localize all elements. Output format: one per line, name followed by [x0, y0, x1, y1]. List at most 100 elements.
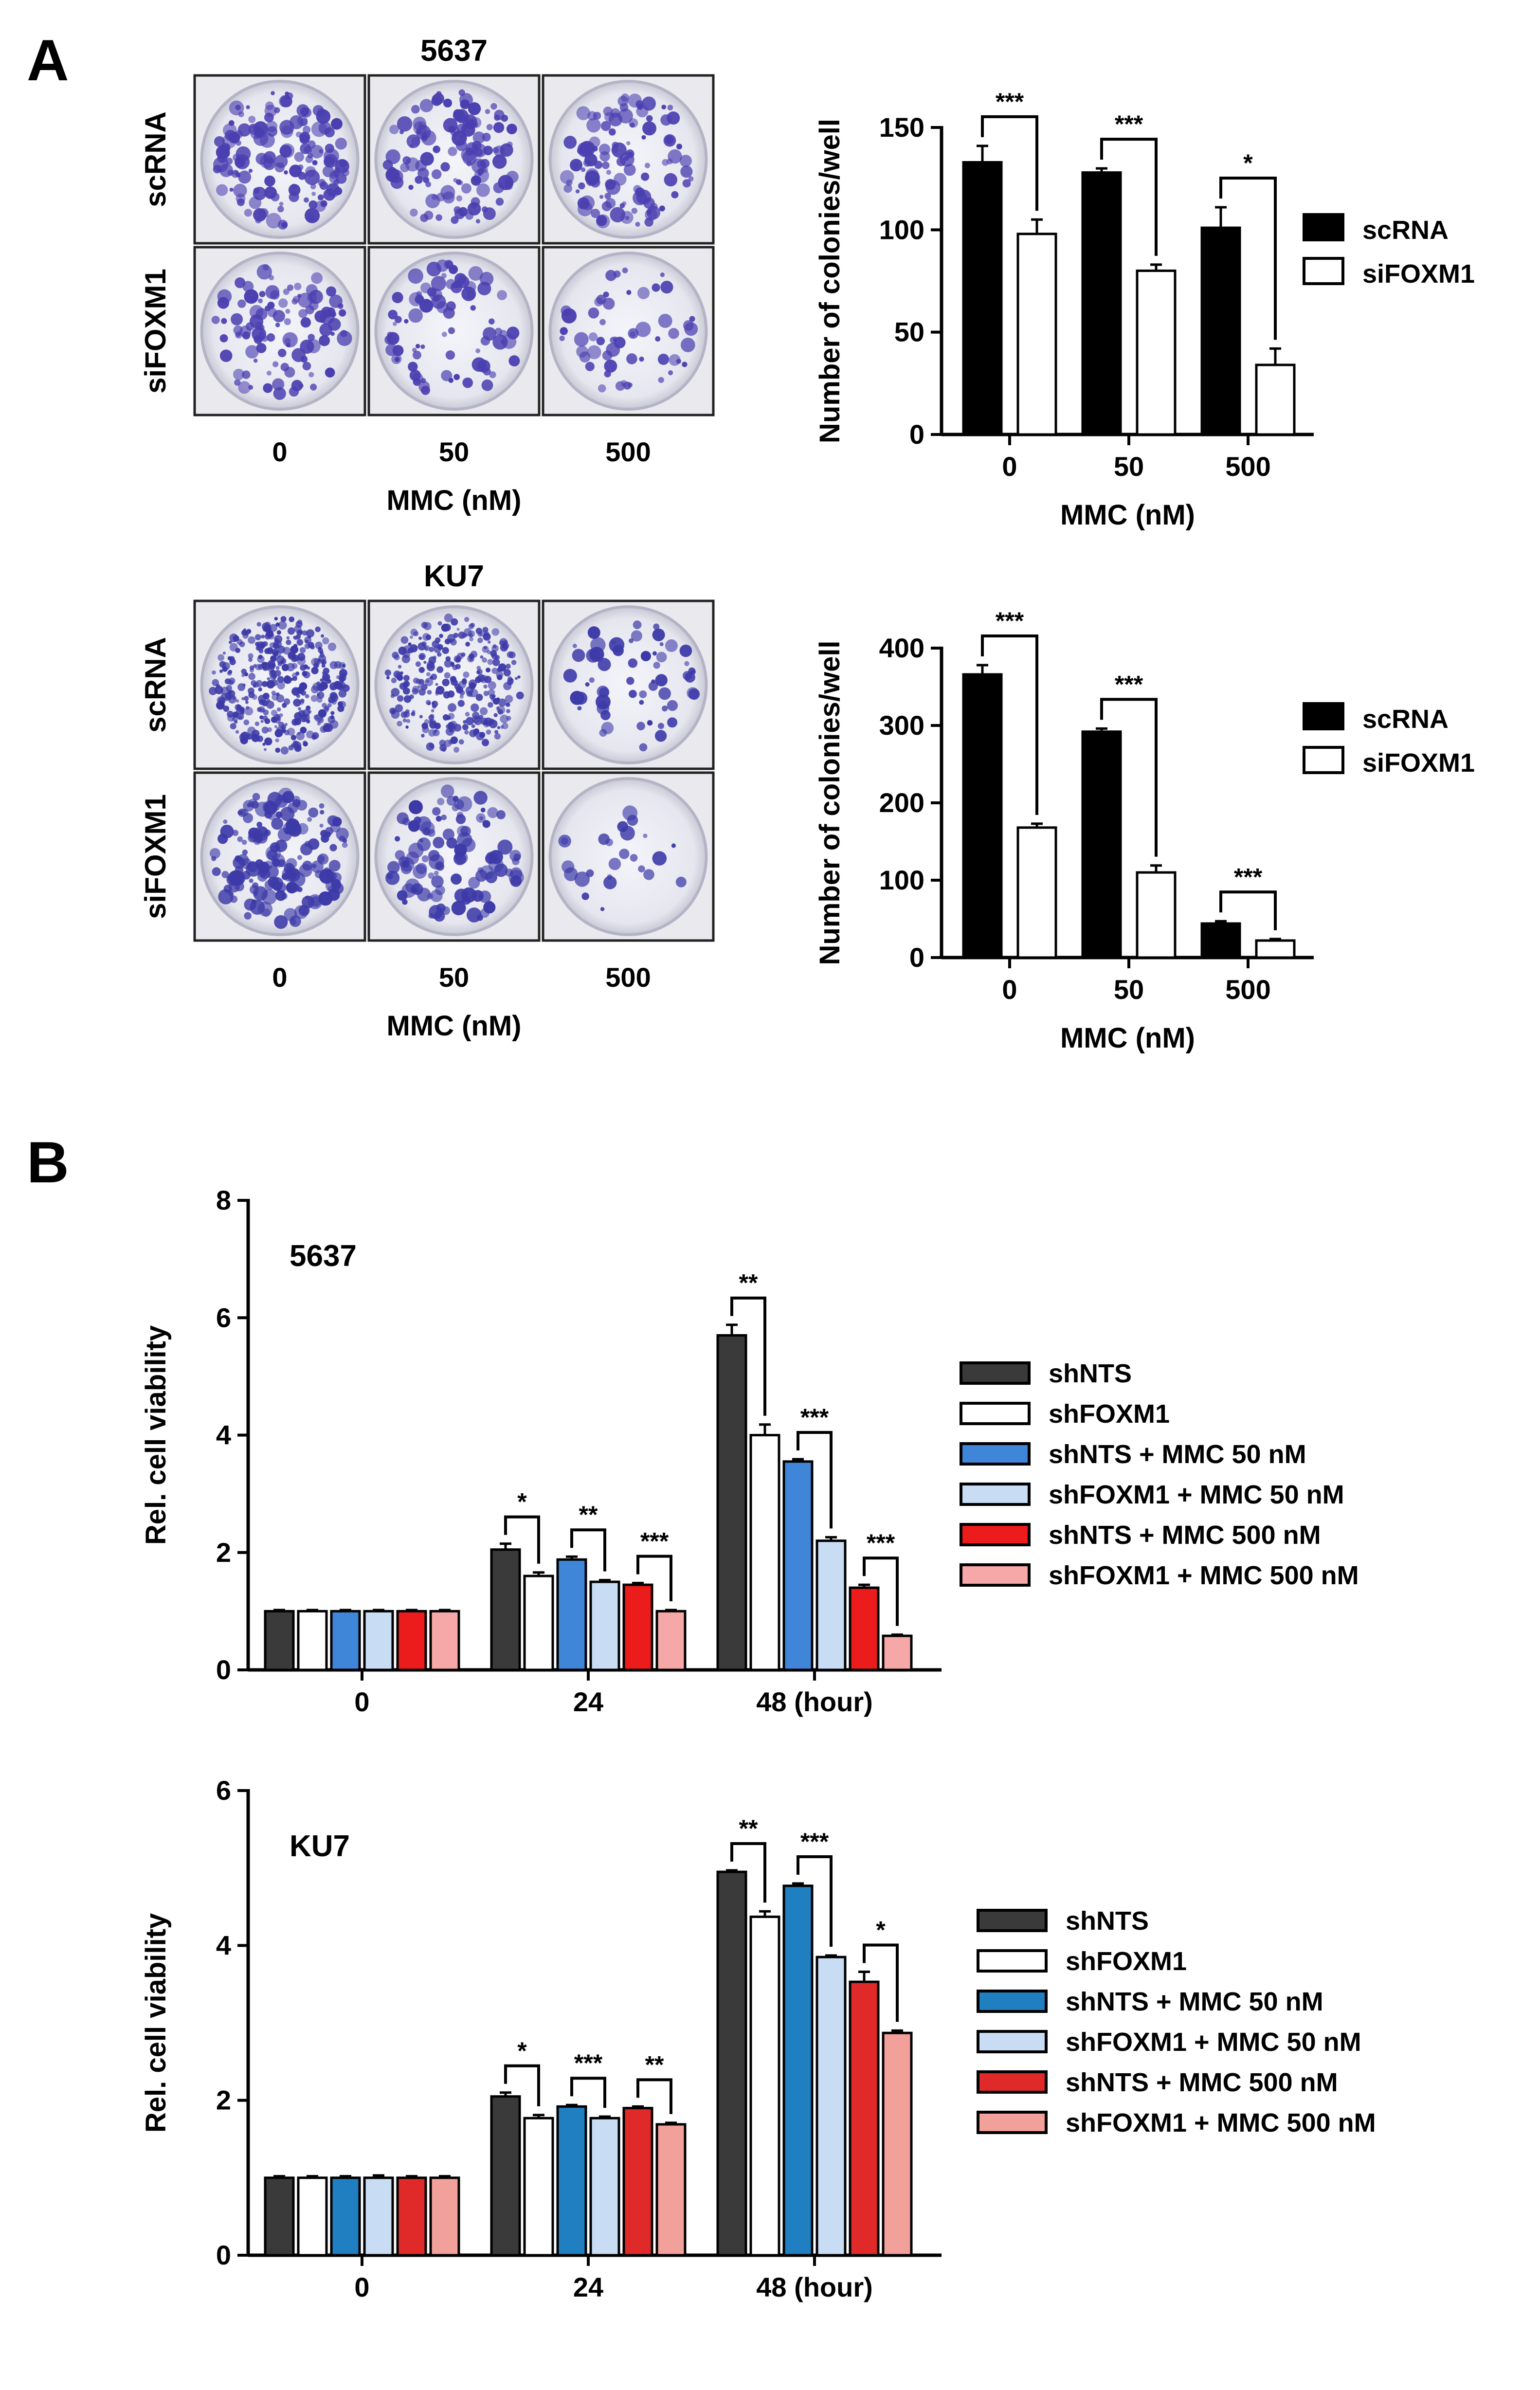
series-4	[396, 1970, 880, 2257]
colony-dot	[238, 170, 252, 184]
colony-dot	[297, 619, 303, 625]
colony-dot	[272, 378, 285, 391]
colony-dot	[662, 706, 668, 712]
colony-dot	[413, 677, 419, 684]
colony-plate	[542, 599, 715, 770]
colony-dot	[589, 136, 600, 148]
colony-dot	[217, 297, 230, 309]
bar	[815, 1955, 847, 2257]
colony-dot	[320, 310, 335, 325]
colony-dot	[516, 691, 524, 700]
colony-dot	[446, 837, 457, 849]
colony-dot	[483, 207, 496, 220]
bracket-line	[797, 1855, 833, 1947]
colony-dot	[484, 676, 492, 684]
colony-dot	[395, 704, 403, 712]
significance-bracket: **	[730, 1269, 766, 1416]
colony-dot	[248, 115, 256, 123]
colony-dot	[262, 622, 271, 631]
colony-dot	[690, 670, 696, 675]
bar	[330, 2176, 361, 2257]
colony-dot	[491, 628, 500, 636]
colony-dot	[598, 833, 610, 845]
colony-dot	[306, 339, 321, 353]
colony-dot	[321, 634, 325, 638]
colony-dot	[278, 722, 285, 728]
significance-bracket: **	[570, 1501, 606, 1572]
colony-dot	[444, 659, 452, 668]
bar	[749, 1915, 780, 2257]
colony-dot	[244, 631, 249, 636]
colony-dot	[461, 838, 476, 852]
colony-dot	[237, 716, 242, 720]
colony-dot	[432, 169, 442, 180]
colony-dot	[427, 829, 435, 837]
colony-dot	[440, 784, 454, 798]
colony-dot	[317, 194, 324, 201]
colony-dot	[458, 180, 463, 185]
colony-dot	[217, 654, 224, 661]
colony-dot	[243, 719, 250, 725]
y-tick-label: 0	[909, 942, 924, 973]
colony-dot	[397, 695, 404, 702]
colony-dot	[448, 638, 453, 643]
colony-dot	[420, 152, 434, 166]
colony-dot	[252, 793, 260, 801]
colony-dot	[279, 201, 284, 206]
colony-dot	[303, 741, 308, 747]
colony-dot	[241, 673, 245, 677]
colony-dot	[290, 735, 296, 741]
colony-dot	[262, 908, 271, 917]
colony-dot	[233, 368, 245, 380]
dish	[548, 605, 708, 764]
bar	[1081, 171, 1122, 436]
colony-dot	[248, 687, 254, 694]
colony-dot	[310, 383, 317, 391]
x-tick-label: 0	[354, 1686, 369, 1717]
colony-dot	[256, 821, 263, 828]
colony-dot	[626, 141, 631, 145]
colony-dot	[297, 656, 306, 666]
colony-dot	[408, 268, 423, 284]
colony-dot	[461, 887, 477, 903]
colony-dot	[489, 719, 498, 728]
colony-dot	[628, 658, 638, 668]
colony-dot	[608, 128, 616, 136]
colony-dot	[262, 715, 268, 721]
legend-label: shFOXM1	[1049, 1399, 1170, 1429]
y-tick-label: 200	[879, 787, 924, 818]
legend-swatch	[960, 1523, 1031, 1546]
colony-dot	[284, 170, 288, 175]
colony-dot	[623, 163, 636, 176]
colony-dot	[577, 706, 582, 711]
bracket-line	[636, 1555, 672, 1601]
colony-dot	[437, 621, 442, 626]
colony-dot	[444, 614, 453, 622]
colony-dot	[219, 670, 223, 673]
legend-swatch	[960, 1563, 1031, 1587]
colony-dot	[317, 722, 321, 725]
colony-dot	[400, 636, 409, 644]
colonies	[209, 616, 350, 755]
colony-dot	[244, 912, 252, 920]
colony-dot	[326, 286, 337, 297]
significance-label: ***	[574, 2049, 603, 2077]
colony-dot	[266, 680, 275, 688]
colony-dot	[451, 216, 459, 224]
bar	[1200, 226, 1241, 436]
colony-dot	[566, 180, 573, 186]
colony-dot	[415, 661, 421, 667]
colony-dot	[680, 165, 693, 178]
colony-dot	[604, 360, 617, 373]
colonies	[563, 620, 700, 752]
bracket-line	[1100, 138, 1158, 256]
colony-dot	[451, 663, 455, 667]
colony-dot	[325, 685, 328, 688]
significance-label: *	[1243, 149, 1253, 177]
colony-dot	[598, 658, 611, 671]
series-1	[297, 1910, 780, 2257]
colony-dot	[428, 913, 434, 919]
significance-bracket: *	[504, 2037, 540, 2106]
colony-dot	[599, 195, 604, 199]
x-axis-label: MMC (nM)	[1060, 499, 1195, 531]
